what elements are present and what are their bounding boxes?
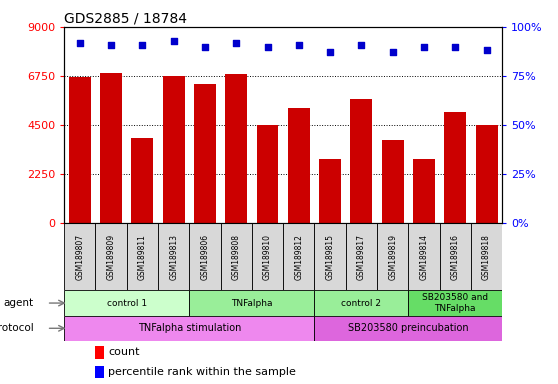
Bar [189, 290, 315, 316]
Bar [283, 223, 315, 290]
Bar [64, 290, 189, 316]
Point [107, 41, 116, 48]
Text: TNFalpha stimulation: TNFalpha stimulation [138, 323, 241, 333]
Text: percentile rank within the sample: percentile rank within the sample [108, 367, 296, 377]
Bar [257, 125, 278, 223]
Point [451, 43, 460, 50]
Text: GSM189814: GSM189814 [420, 234, 429, 280]
Point [263, 43, 272, 50]
Point [420, 43, 429, 50]
Text: protocol: protocol [0, 323, 33, 333]
Bar [408, 290, 502, 316]
Bar [225, 74, 247, 223]
Point [482, 47, 491, 53]
Text: GSM189817: GSM189817 [357, 234, 366, 280]
Text: GSM189813: GSM189813 [169, 234, 178, 280]
Bar [132, 138, 153, 223]
Bar [189, 223, 220, 290]
Bar [100, 73, 122, 223]
Bar [475, 125, 498, 223]
Text: SB203580 preincubation: SB203580 preincubation [348, 323, 469, 333]
Point [75, 40, 84, 46]
Text: SB203580 and
TNFalpha: SB203580 and TNFalpha [422, 293, 488, 313]
Bar [319, 159, 341, 223]
Bar [220, 223, 252, 290]
Text: GSM189815: GSM189815 [326, 234, 335, 280]
Bar [315, 316, 502, 341]
Bar [408, 223, 440, 290]
Text: control 2: control 2 [341, 298, 382, 308]
Point [388, 49, 397, 55]
Text: TNFalpha: TNFalpha [231, 298, 273, 308]
Text: GSM189808: GSM189808 [232, 234, 240, 280]
Bar [315, 290, 408, 316]
Bar [95, 223, 127, 290]
Bar [95, 366, 104, 378]
Bar [64, 316, 315, 341]
Text: agent: agent [3, 298, 33, 308]
Text: GSM189811: GSM189811 [138, 234, 147, 280]
Bar [413, 159, 435, 223]
Bar [377, 223, 408, 290]
Bar [127, 223, 158, 290]
Text: GDS2885 / 18784: GDS2885 / 18784 [64, 12, 187, 26]
Point [232, 40, 240, 46]
Point [357, 41, 366, 48]
Bar [69, 77, 91, 223]
Text: GSM189812: GSM189812 [294, 234, 304, 280]
Bar [158, 223, 189, 290]
Bar [346, 223, 377, 290]
Bar [315, 223, 346, 290]
Text: GSM189819: GSM189819 [388, 234, 397, 280]
Point [295, 41, 304, 48]
Text: GSM189816: GSM189816 [451, 234, 460, 280]
Text: GSM189806: GSM189806 [200, 234, 209, 280]
Bar [444, 112, 466, 223]
Bar [288, 108, 310, 223]
Text: GSM189809: GSM189809 [107, 234, 116, 280]
Text: control 1: control 1 [107, 298, 147, 308]
Text: count: count [108, 347, 140, 357]
Text: GSM189818: GSM189818 [482, 234, 491, 280]
Text: GSM189807: GSM189807 [75, 234, 84, 280]
Point [169, 38, 178, 44]
Bar [163, 76, 185, 223]
Point [200, 43, 209, 50]
Bar [95, 346, 104, 359]
Bar [64, 223, 95, 290]
Bar [252, 223, 283, 290]
Bar [350, 99, 372, 223]
Point [326, 49, 335, 55]
Text: GSM189810: GSM189810 [263, 234, 272, 280]
Bar [194, 84, 216, 223]
Bar [471, 223, 502, 290]
Bar [440, 223, 471, 290]
Point [138, 41, 147, 48]
Bar [382, 140, 403, 223]
